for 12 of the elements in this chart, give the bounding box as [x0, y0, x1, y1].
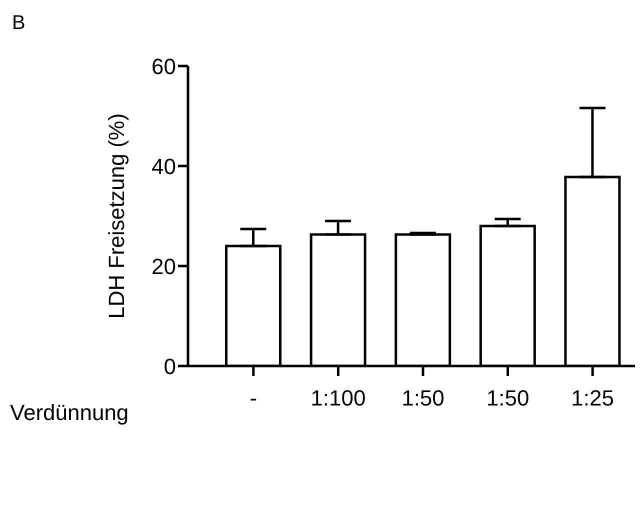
text: B	[12, 12, 26, 35]
x-tick-label: 1:100	[310, 386, 366, 411]
y-axis-title: LDH Freisetzung (%)	[104, 113, 129, 319]
y-tick-label: 40	[152, 154, 176, 179]
y-tick-label: 20	[152, 254, 176, 279]
x-tick-label: 1:25	[571, 386, 614, 411]
x-tick-label: -	[250, 386, 258, 411]
x-tick-label: 1:50	[402, 386, 444, 411]
y-tick-label: 60	[152, 54, 176, 79]
x-axis-title: Verdünnung	[10, 400, 129, 426]
x-tick-label: 1:50	[486, 386, 530, 411]
y-tick-label: 0	[164, 354, 176, 379]
